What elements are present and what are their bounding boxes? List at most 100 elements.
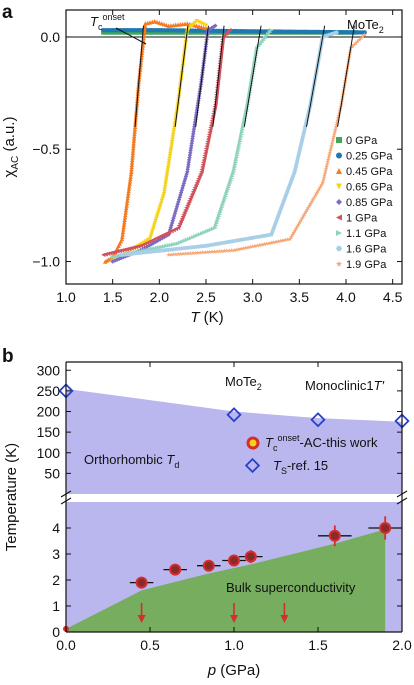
x-tick-label: 2.0 [392, 637, 412, 653]
data-point [173, 241, 178, 247]
data-point [119, 236, 125, 242]
data-point [192, 250, 198, 255]
data-point [125, 198, 130, 203]
data-point [161, 244, 167, 249]
data-point [330, 138, 335, 144]
data-point [335, 118, 340, 123]
data-point [112, 258, 118, 263]
data-point [329, 141, 335, 146]
data-point [358, 35, 364, 41]
legend-label: 1.1 GPa [346, 228, 387, 240]
pressure-arrow [137, 603, 146, 623]
data-point [132, 131, 137, 137]
data-point [171, 132, 176, 138]
data-point [157, 245, 162, 250]
data-point [362, 32, 367, 37]
data-point [169, 144, 174, 150]
data-point [172, 125, 177, 131]
legend-marker [336, 168, 342, 174]
data-point [331, 131, 337, 137]
ts-point [58, 383, 74, 399]
x-tick-label: 0.5 [140, 637, 160, 653]
y-tick-label: 150 [37, 424, 61, 440]
x-tick-label: 3.0 [243, 289, 263, 305]
data-point [123, 208, 129, 213]
data-point [205, 249, 210, 255]
data-point [324, 164, 329, 169]
panel-a-tc-annotation: Tconset [90, 12, 125, 32]
data-point [176, 251, 181, 257]
data-point [168, 149, 173, 154]
x-tick-label: 4.5 [383, 289, 403, 305]
data-point [131, 245, 136, 250]
data-point [140, 30, 145, 35]
data-point [329, 143, 334, 148]
data-point [262, 35, 268, 41]
data-point [209, 249, 215, 254]
data-point [299, 215, 305, 221]
data-point [142, 26, 147, 31]
data-point [316, 186, 322, 192]
data-point [357, 37, 362, 42]
data-point [176, 199, 181, 205]
data-point [122, 215, 128, 220]
data-point [163, 180, 169, 185]
y-tick-label: 2 [52, 572, 60, 588]
data-point [129, 162, 135, 167]
data-point [132, 126, 138, 132]
data-point [165, 170, 170, 176]
tc-point [197, 559, 221, 572]
data-point [115, 30, 121, 35]
data-point [330, 136, 336, 141]
tc-point [368, 516, 402, 540]
data-point [136, 244, 141, 249]
tc-point [129, 576, 154, 589]
data-point [303, 209, 309, 215]
panel-a-ylabel: χAC (a.u.) [1, 117, 21, 178]
series-1-6-GPa [119, 25, 339, 257]
data-point [106, 257, 112, 262]
data-point [252, 243, 258, 249]
data-point [132, 129, 137, 134]
data-point [171, 252, 176, 257]
data-point [126, 191, 131, 196]
data-point [320, 180, 325, 185]
data-point [118, 30, 123, 35]
data-point [301, 213, 306, 219]
data-point [166, 161, 171, 166]
legend-label: 1.9 GPa [346, 259, 387, 271]
data-point [129, 164, 134, 170]
data-point [360, 33, 366, 39]
data-point [276, 239, 281, 244]
data-point [178, 251, 184, 256]
data-point [308, 201, 313, 206]
data-point [125, 193, 131, 198]
data-point [350, 44, 355, 49]
data-point [126, 186, 132, 191]
data-point [127, 181, 132, 186]
panel-b-legend: Tconset-AC-this work TS-ref. 15 [244, 433, 378, 476]
legend-label: 0.85 GPa [346, 197, 393, 209]
data-point [297, 220, 302, 225]
data-point [168, 151, 173, 157]
data-point [108, 250, 113, 256]
data-point [172, 211, 178, 216]
data-point [128, 174, 133, 179]
data-point [323, 166, 329, 172]
data-point [166, 243, 171, 248]
data-point [157, 30, 162, 35]
legend-marker [335, 260, 343, 267]
data-point [317, 184, 323, 190]
data-point [332, 129, 338, 135]
data-point [131, 138, 137, 144]
data-point [195, 105, 200, 111]
data-point [323, 168, 328, 174]
data-point [165, 168, 170, 173]
data-point [190, 250, 196, 256]
tangent-line [243, 25, 262, 127]
tc-point [239, 550, 263, 564]
data-point [167, 154, 173, 159]
data-point [178, 190, 184, 195]
panel-a-xlabel: T (K) [190, 309, 223, 326]
